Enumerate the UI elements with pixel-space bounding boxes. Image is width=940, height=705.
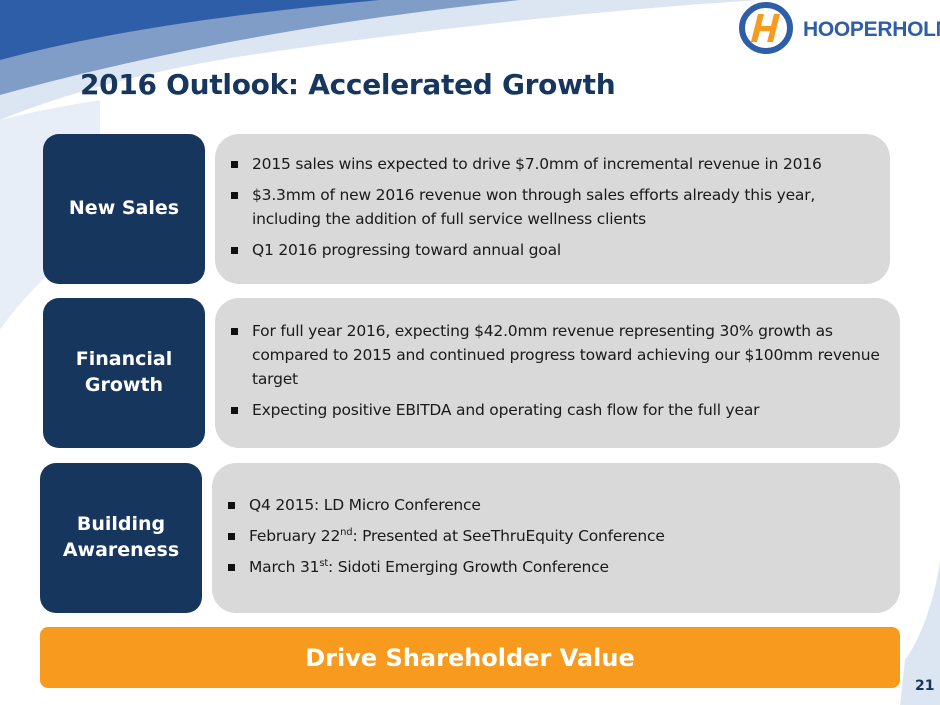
bullet-list: For full year 2016, expecting $42.0mm re… <box>229 319 880 422</box>
bullet-text: : Presented at SeeThruEquity Conference <box>352 527 665 545</box>
bullet-item: $3.3mm of new 2016 revenue won through s… <box>229 183 870 231</box>
bullet-list: Q4 2015: LD Micro Conference February 22… <box>226 493 880 579</box>
ordinal-suffix: nd <box>340 526 353 538</box>
bullet-list: 2015 sales wins expected to drive $7.0mm… <box>229 152 870 262</box>
bullet-item: Q1 2016 progressing toward annual goal <box>229 238 870 262</box>
section-content-new-sales: 2015 sales wins expected to drive $7.0mm… <box>215 134 890 284</box>
logo-mark-icon <box>739 2 793 54</box>
page-title: 2016 Outlook: Accelerated Growth <box>80 68 616 101</box>
logo-text-holmes: HOLMES <box>892 18 940 41</box>
section-label-building-awareness: Building Awareness <box>40 463 202 613</box>
bullet-item: Expecting positive EBITDA and operating … <box>229 398 880 422</box>
bullet-item: For full year 2016, expecting $42.0mm re… <box>229 319 880 391</box>
bullet-text: February 22 <box>249 527 341 545</box>
bullet-item: March 31st: Sidoti Emerging Growth Confe… <box>226 555 880 579</box>
bullet-item: 2015 sales wins expected to drive $7.0mm… <box>229 152 870 176</box>
section-content-financial-growth: For full year 2016, expecting $42.0mm re… <box>215 298 900 448</box>
ordinal-suffix: st <box>319 557 329 569</box>
page-number: 21 <box>915 678 935 694</box>
bullet-item: February 22nd: Presented at SeeThruEquit… <box>226 524 880 548</box>
section-label-new-sales: New Sales <box>43 134 205 284</box>
logo-wordmark: HOOPERHOLMES <box>803 18 940 42</box>
bullet-item: Q4 2015: LD Micro Conference <box>226 493 880 517</box>
bullet-text: : Sidoti Emerging Growth Conference <box>328 558 609 576</box>
section-content-building-awareness: Q4 2015: LD Micro Conference February 22… <box>212 463 900 613</box>
company-logo <box>728 0 940 56</box>
section-label-text: Financial Growth <box>54 347 194 398</box>
shareholder-value-banner: Drive Shareholder Value <box>40 627 900 688</box>
section-label-text: New Sales <box>68 197 180 220</box>
label-line: Building <box>76 513 166 536</box>
section-label-text: Building Awareness <box>51 512 191 563</box>
label-line: Growth <box>84 374 164 396</box>
section-label-financial-growth: Financial Growth <box>43 298 205 448</box>
bullet-text: March 31 <box>249 558 320 576</box>
label-line: Financial <box>75 348 173 371</box>
label-line: Awareness <box>62 539 180 561</box>
logo-text-hooper: HOOPER <box>803 18 893 41</box>
